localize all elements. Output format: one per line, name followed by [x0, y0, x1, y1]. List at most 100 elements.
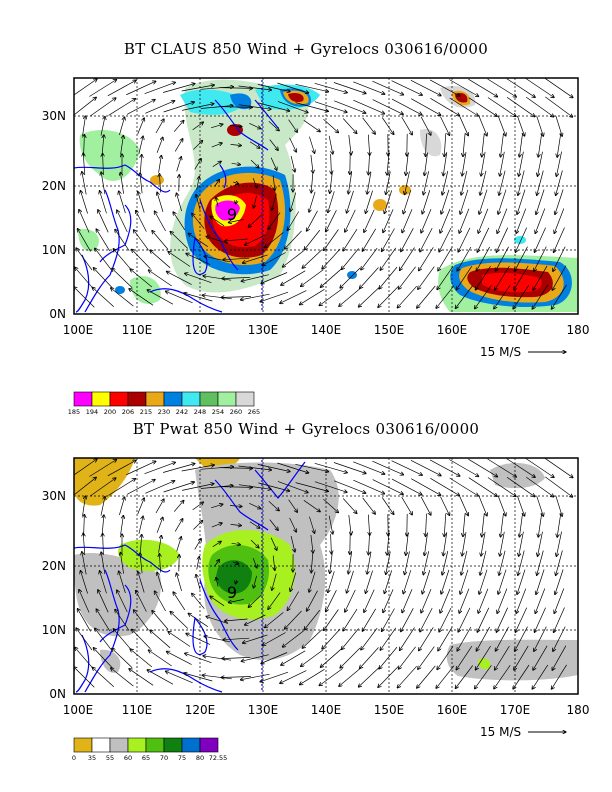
- panel-1-wind-arrow: [319, 288, 344, 305]
- panel-1-wind-arrow: [75, 267, 94, 289]
- panel-2-wind-arrow: [534, 607, 546, 633]
- panel-2-wind-arrow: [368, 533, 369, 555]
- panel-2-axes: 100E 110E 120E 130E 140E 150E 160E 170E 180 0N 10N…: [42, 489, 590, 717]
- panel-1-wind-arrow: [514, 265, 529, 290]
- panel-1-wind-arrow: [147, 290, 174, 305]
- panel-2-wind-arrow: [228, 599, 244, 602]
- panel-1-wind-arrow: [497, 115, 506, 136]
- panel-2-wind-arrow: [238, 465, 272, 470]
- panel-2-wind-arrow: [391, 460, 423, 476]
- panel-2-wind-arrow: [268, 592, 281, 610]
- panel-1-lon-tick-label: 140E: [311, 323, 342, 337]
- panel-2-wind-arrow: [150, 630, 171, 649]
- panel-2-wind-arrow: [260, 671, 289, 682]
- panel-2-wind-arrow: [145, 481, 174, 494]
- panel-1-colorbar-swatch: [163, 391, 183, 407]
- panel-2-wind-arrow: [468, 458, 497, 477]
- panel-2-wind-arrow: [230, 524, 242, 525]
- panel-2-wind-arrow: [166, 651, 192, 665]
- panel-1-wind-arrow: [219, 88, 252, 89]
- panel-1-wind-arrow: [269, 139, 278, 151]
- panel-2-colorbar-swatch: [145, 737, 165, 753]
- panel-2-wind-arrow: [100, 571, 107, 594]
- panel-1-wind-arrow: [287, 211, 300, 231]
- panel-2-wind-arrow: [383, 589, 394, 612]
- panel-1-wind-arrow: [378, 286, 399, 308]
- panel-2-wind-arrow: [475, 645, 491, 670]
- panel-1-wind-arrow: [368, 134, 369, 156]
- panel-1-wind-arrow: [119, 191, 126, 214]
- panel-2-wind-arrow: [419, 627, 434, 650]
- panel-1-colorbar-label: 185: [68, 408, 80, 416]
- panel-1-wind-arrow: [480, 170, 487, 195]
- panel-2-wind-arrow: [326, 590, 337, 612]
- panel-1-wind-arrow: [231, 163, 241, 164]
- panel-2-wind-arrow: [516, 588, 527, 614]
- panel-2-wind-arrow: [200, 467, 233, 470]
- panel-1-wind-arrow: [250, 159, 259, 168]
- panel-1-wind-arrow: [475, 285, 492, 308]
- panel-2-wind-arrow: [89, 460, 116, 477]
- panel-2-wind-arrow: [391, 478, 422, 495]
- panel-1-wind-arrow: [132, 249, 151, 269]
- panel-1-wind-arrow: [461, 170, 468, 195]
- panel-2-wind-arrow: [410, 459, 441, 475]
- panel-2-wind-arrow: [358, 666, 380, 687]
- panel-2-wind-arrow: [196, 557, 200, 570]
- panel-1-wind-arrow: [556, 170, 563, 196]
- panel-2-wind-arrow: [551, 664, 567, 689]
- panel-2-wind-arrow: [387, 532, 390, 555]
- panel-1-wind-arrow: [515, 227, 528, 253]
- panel-1-wind-arrow: [506, 97, 535, 116]
- panel-2-wind-arrow: [282, 630, 304, 647]
- panel-1-wind-arrow: [459, 116, 469, 135]
- panel-2-wind-arrow: [556, 531, 562, 557]
- panel-2-wind-arrow: [519, 531, 524, 557]
- panel-2-wind-arrow: [194, 539, 202, 550]
- panel-2-wind-arrow: [496, 607, 509, 633]
- panel-2-wind-arrow: [458, 607, 471, 632]
- panel-2-wind-arrow: [405, 551, 410, 574]
- panel-1-wind-arrow: [221, 297, 251, 298]
- panel-1-wind-arrow: [76, 248, 93, 271]
- panel-1-wind-vectors: [74, 78, 573, 309]
- panel-2-colorbar-label: 55: [106, 754, 114, 762]
- panel-1-wind-arrow: [487, 97, 516, 117]
- panel-2-wind-arrow: [538, 531, 543, 557]
- panel-1-wind-arrow: [260, 291, 289, 302]
- panel-2-wind-arrow: [468, 477, 497, 497]
- panel-2-wind-arrow: [347, 570, 354, 593]
- panel-1-wind-arrow: [328, 135, 333, 154]
- panel-1-wind-arrow: [339, 287, 362, 307]
- panel-2-wind-arrow: [163, 464, 195, 473]
- panel-2-wind-arrow: [176, 573, 182, 592]
- panel-1-wind-arrow: [211, 143, 222, 148]
- panel-1-wind-arrow: [309, 136, 314, 154]
- panel-1-wind-arrow: [155, 119, 164, 134]
- panel-2-wind-arrow: [222, 657, 251, 658]
- panel-1-wind-arrow: [340, 267, 361, 288]
- panel-1-wind-arrow: [478, 115, 487, 136]
- panel-1-wind-arrow: [262, 252, 286, 266]
- panel-1-wind-arrow: [100, 191, 107, 214]
- panel-2-wind-arrow: [418, 646, 435, 670]
- panel-1-lon-tick-label: 160E: [437, 323, 468, 337]
- panel-2-wind-arrow: [424, 532, 428, 555]
- panel-2-wind-arrow: [537, 550, 544, 576]
- panel-1-wind-arrow: [96, 229, 111, 252]
- panel-1-wind-arrow: [80, 191, 88, 214]
- panel-2-wind-arrow: [314, 462, 348, 472]
- panel-2-wind-arrow: [420, 607, 433, 632]
- panel-2-wind-arrow: [138, 572, 145, 593]
- panel-2-wind-arrow: [261, 652, 288, 664]
- panel-2-wind-arrow: [300, 669, 325, 684]
- panel-1-wind-arrow: [475, 265, 491, 290]
- panel-2-wind-arrow: [101, 552, 106, 575]
- panel-1-wind-arrow: [144, 82, 176, 95]
- panel-1-wind-arrow: [93, 268, 113, 289]
- panel-2-wind-arrow: [144, 462, 176, 475]
- panel-2-wind-arrow: [517, 569, 526, 595]
- panel-1-colorbar-label: 215: [140, 408, 152, 416]
- panel-1-wind-arrow: [420, 116, 431, 135]
- panel-2-wind-arrow: [77, 609, 91, 632]
